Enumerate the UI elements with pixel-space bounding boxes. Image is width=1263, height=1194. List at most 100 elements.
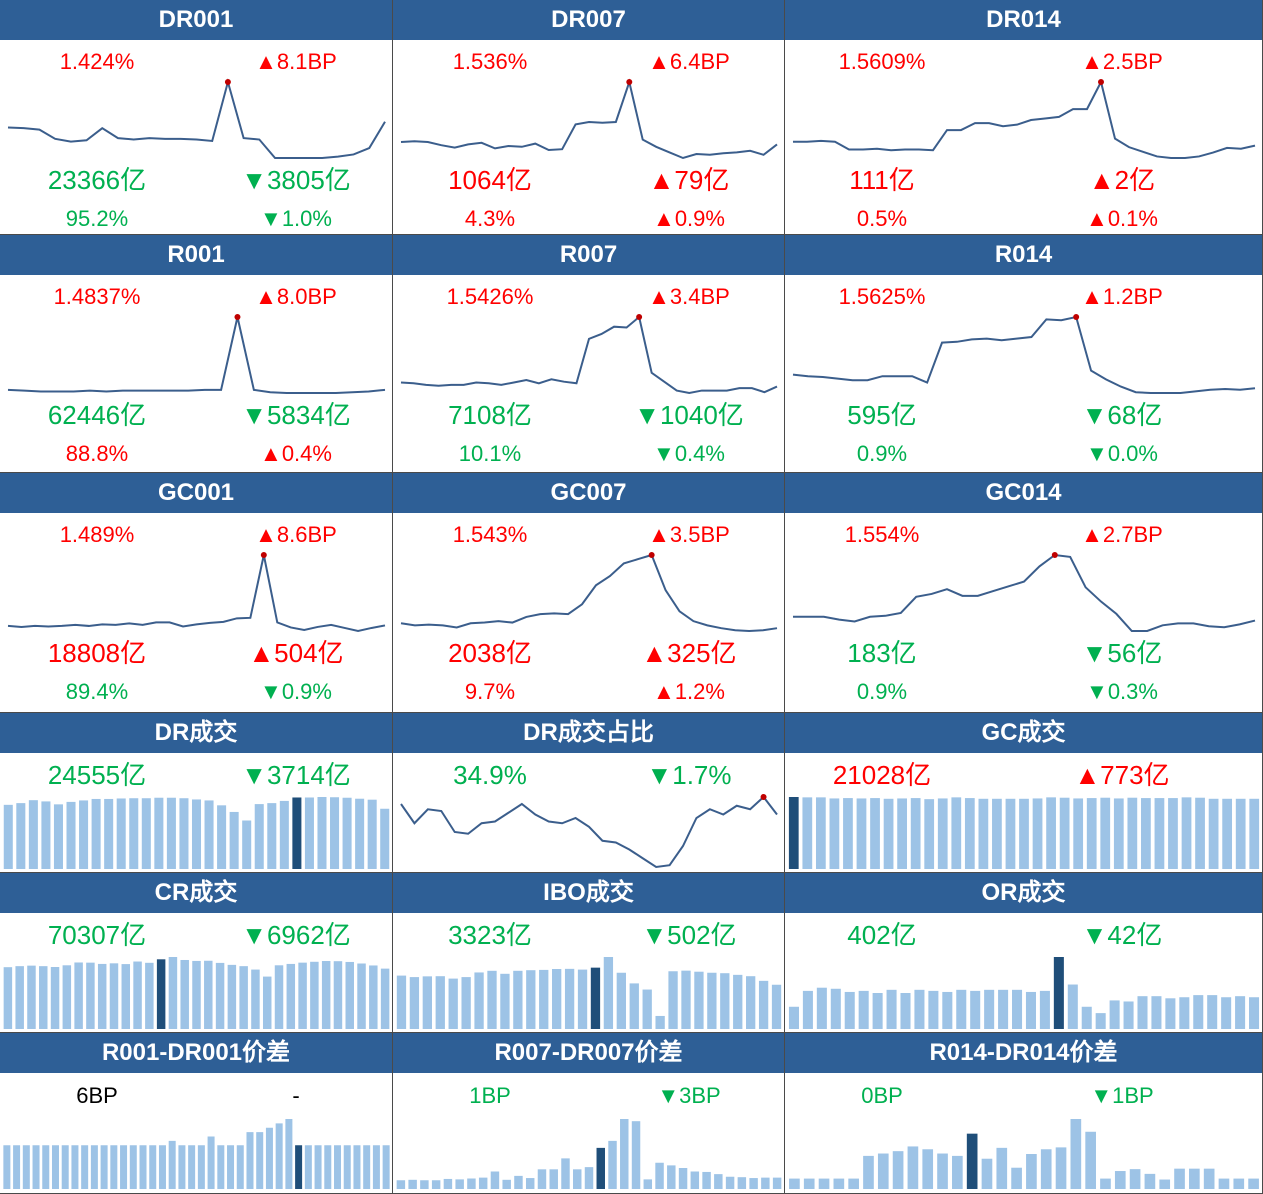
rate-value: 1.4837% xyxy=(53,284,141,309)
bar xyxy=(133,961,142,1029)
bar xyxy=(317,797,327,869)
bar xyxy=(369,965,378,1029)
bar xyxy=(168,957,178,1029)
bar xyxy=(267,803,277,869)
bar xyxy=(856,798,867,869)
rate-change: ▲3.5BP xyxy=(648,522,730,547)
panel-spread-0: R001-DR001价差 6BP - xyxy=(0,1033,393,1194)
panel-gc007: GC007 1.543% ▲3.5BP 2038亿 ▲325亿 9.7% ▲1.2% xyxy=(393,473,785,713)
bar xyxy=(514,1175,523,1189)
bar xyxy=(928,990,939,1029)
bar xyxy=(1019,798,1029,869)
bar xyxy=(1165,998,1176,1029)
bar xyxy=(1127,797,1138,869)
bar xyxy=(487,970,497,1029)
bar xyxy=(120,1145,128,1189)
bar xyxy=(1046,797,1056,869)
peak-point xyxy=(224,79,231,85)
bar xyxy=(239,966,248,1029)
volume-change: ▲504亿 xyxy=(248,638,344,668)
bar xyxy=(900,993,911,1029)
bar xyxy=(802,797,813,869)
rate-value: 1.536% xyxy=(452,49,528,74)
rate-change: ▲2.5BP xyxy=(1081,49,1163,74)
bar xyxy=(1141,798,1151,869)
volume-change: ▼1040亿 xyxy=(634,400,744,430)
bar xyxy=(334,1145,342,1189)
spread-change: ▼3BP xyxy=(657,1083,721,1108)
bar xyxy=(149,1145,157,1189)
bar xyxy=(1086,798,1097,869)
bar xyxy=(279,800,289,869)
volume-value: 18808亿 xyxy=(47,638,147,668)
bar xyxy=(204,800,214,869)
bar xyxy=(1137,996,1148,1029)
series-line xyxy=(7,554,386,633)
bar xyxy=(32,1145,40,1189)
bar xyxy=(304,1145,312,1189)
bar xyxy=(1218,1178,1230,1189)
bar xyxy=(667,1165,676,1189)
panel-dr007: DR007 1.536% ▲6.4BP 1064亿 ▲79亿 4.3% ▲0.9% xyxy=(393,0,785,235)
bar xyxy=(924,799,935,869)
bar xyxy=(1059,797,1070,869)
bar xyxy=(870,798,880,869)
bar xyxy=(1123,1001,1134,1029)
bar xyxy=(1159,1179,1171,1189)
bar xyxy=(1032,798,1043,869)
bar xyxy=(345,961,354,1029)
panel-title: IBO成交 xyxy=(393,873,784,913)
bar xyxy=(145,962,154,1029)
panel-dr001: DR001 1.424% ▲8.1BP 23366亿 ▼3805亿 95.2% ▼1.0% xyxy=(0,0,393,235)
bar xyxy=(227,1145,235,1189)
bar xyxy=(655,1015,665,1029)
bar xyxy=(53,804,63,869)
panel-title: DR成交占比 xyxy=(393,713,784,753)
bar xyxy=(109,963,119,1029)
bar xyxy=(330,797,340,869)
bar-chart xyxy=(3,1119,390,1189)
bar xyxy=(964,798,975,869)
bar xyxy=(298,962,307,1029)
bar xyxy=(981,1158,993,1189)
panel-title: R014 xyxy=(785,235,1262,275)
bar xyxy=(844,991,855,1029)
share-value: 0.5% xyxy=(856,206,908,231)
volume-change: ▼56亿 xyxy=(1081,638,1163,668)
bar xyxy=(321,961,331,1029)
bar xyxy=(42,1145,50,1189)
volume-value: 595亿 xyxy=(847,400,917,430)
panel-title: CR成交 xyxy=(0,873,392,913)
bar xyxy=(1189,1168,1200,1189)
bar xyxy=(448,978,458,1029)
rate-change: ▲8.6BP xyxy=(255,522,337,547)
volume-change: ▼42亿 xyxy=(1081,920,1163,950)
bar xyxy=(843,798,853,869)
bar-highlight xyxy=(156,959,166,1029)
bar xyxy=(1095,1013,1106,1029)
bar xyxy=(690,1171,700,1189)
bar xyxy=(818,1178,830,1189)
bar xyxy=(608,1140,617,1189)
panel-title: R007-DR007价差 xyxy=(393,1033,784,1073)
bar xyxy=(188,1145,196,1189)
share-value: 88.8% xyxy=(65,441,129,466)
bar xyxy=(655,1162,664,1189)
bar xyxy=(372,1145,380,1189)
bar xyxy=(41,801,51,869)
panel-volume-5: OR成交 402亿 ▼42亿 xyxy=(785,873,1263,1033)
bar xyxy=(207,1136,215,1189)
bar xyxy=(1222,798,1233,869)
bar xyxy=(746,976,756,1029)
bar xyxy=(62,965,72,1029)
bar xyxy=(1249,997,1260,1029)
bar xyxy=(1081,1006,1092,1029)
bar xyxy=(1168,798,1178,869)
bar-chart xyxy=(788,957,1260,1029)
bar xyxy=(129,1145,137,1189)
share-value: 0.9% xyxy=(856,679,908,704)
bar xyxy=(897,798,907,869)
peak-point xyxy=(626,79,633,85)
bar xyxy=(1070,1119,1082,1189)
bar xyxy=(702,1171,711,1189)
